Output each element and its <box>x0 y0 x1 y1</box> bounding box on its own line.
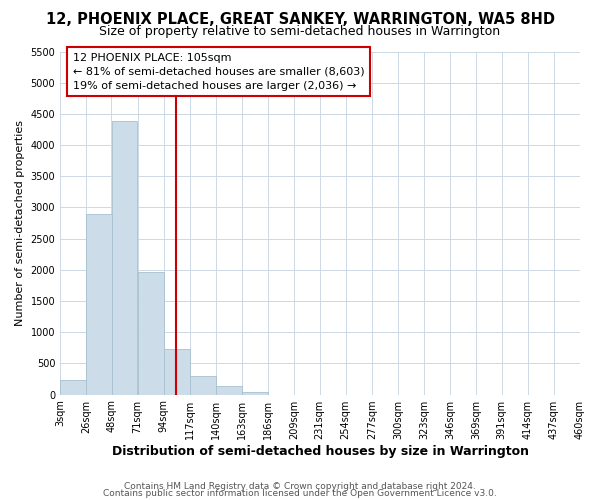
Bar <box>190 376 216 394</box>
Text: Size of property relative to semi-detached houses in Warrington: Size of property relative to semi-detach… <box>100 25 500 38</box>
Text: Contains public sector information licensed under the Open Government Licence v3: Contains public sector information licen… <box>103 489 497 498</box>
Bar <box>137 272 164 394</box>
Bar <box>164 349 190 395</box>
Bar <box>86 214 112 394</box>
Bar <box>61 380 86 394</box>
Text: 12 PHOENIX PLACE: 105sqm
← 81% of semi-detached houses are smaller (8,603)
19% o: 12 PHOENIX PLACE: 105sqm ← 81% of semi-d… <box>73 52 364 90</box>
Bar <box>242 392 268 394</box>
X-axis label: Distribution of semi-detached houses by size in Warrington: Distribution of semi-detached houses by … <box>112 444 529 458</box>
Text: 12, PHOENIX PLACE, GREAT SANKEY, WARRINGTON, WA5 8HD: 12, PHOENIX PLACE, GREAT SANKEY, WARRING… <box>46 12 554 28</box>
Bar <box>216 386 242 394</box>
Text: Contains HM Land Registry data © Crown copyright and database right 2024.: Contains HM Land Registry data © Crown c… <box>124 482 476 491</box>
Y-axis label: Number of semi-detached properties: Number of semi-detached properties <box>15 120 25 326</box>
Bar <box>112 122 137 394</box>
